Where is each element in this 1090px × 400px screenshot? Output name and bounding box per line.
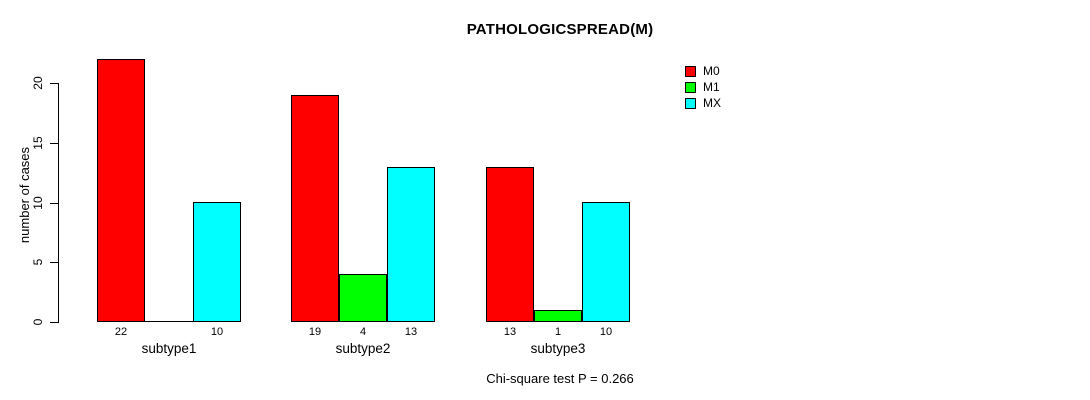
legend: M0 M1 MX [685,63,721,111]
bar-m1-subtype3 [534,310,582,322]
bar-m0-subtype2 [291,95,339,322]
y-tick-label: 0 [31,318,45,326]
bar-value-label: 10 [599,326,613,338]
category-label-subtype2: subtype2 [335,341,391,356]
bar-value-label: 4 [359,326,367,338]
bar-value-label: 10 [210,326,224,338]
legend-row-m0: M0 [685,63,721,79]
y-axis-tick [50,203,58,204]
legend-swatch-m0 [685,65,696,77]
bar-value-label: 13 [404,326,418,338]
y-tick-label: 5 [31,258,45,266]
bar-value-label: 13 [503,326,517,338]
bar-m0-subtype1 [97,59,145,322]
bar-mx-subtype3 [582,202,630,322]
chart-title: PATHOLOGICSPREAD(M) [466,21,654,38]
legend-label: MX [703,96,721,110]
y-axis-tick [50,143,58,144]
legend-swatch-m1 [685,81,696,93]
category-label-subtype1: subtype1 [141,341,197,356]
bar-value-label: 1 [554,326,562,338]
legend-label: M1 [703,80,720,94]
bar-value-label: 22 [114,326,128,338]
chi-square-note: Chi-square test P = 0.266 [486,371,634,386]
y-axis-line [58,83,59,323]
y-axis-tick [50,83,58,84]
legend-swatch-mx [685,97,696,109]
legend-label: M0 [703,64,720,78]
y-axis-tick [50,322,58,323]
y-tick-label: 15 [31,136,45,150]
legend-row-mx: MX [685,95,721,111]
bar-mx-subtype2 [387,167,435,322]
bar-value-label: 19 [308,326,322,338]
bar-mx-subtype1 [193,202,241,322]
category-label-subtype3: subtype3 [530,341,586,356]
y-axis-tick [50,262,58,263]
bar-m0-subtype3 [486,167,534,322]
bar-m1-subtype2 [339,274,387,322]
y-tick-label: 10 [31,196,45,210]
legend-row-m1: M1 [685,79,721,95]
bar-m1-subtype1-zero [145,321,193,322]
y-tick-label: 20 [31,76,45,90]
